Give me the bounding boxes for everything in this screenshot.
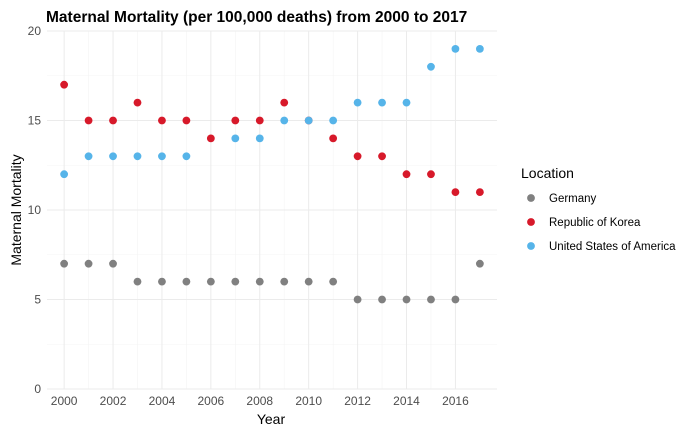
chart-title: Maternal Mortality (per 100,000 deaths) … [46,9,467,26]
legend-marker [527,242,535,250]
plot-grid [47,30,497,390]
data-point [280,98,289,107]
x-tick-label: 2012 [344,394,371,408]
series-united-states-of-america [60,45,484,179]
data-point [451,45,460,53]
data-point [280,277,289,286]
data-point [353,152,362,161]
data-point [451,188,460,197]
data-point [280,116,289,125]
data-point [475,188,484,197]
data-point [84,116,93,125]
data-point [451,295,460,304]
data-point [182,116,191,125]
data-point [133,152,142,161]
data-point [427,170,435,179]
data-points [60,45,484,304]
y-tick-label: 10 [28,203,42,217]
data-point [402,170,411,179]
x-tick-label: 2004 [149,394,176,408]
x-tick-label: 2000 [51,394,78,408]
data-point [182,277,191,286]
legend-marker [527,194,535,202]
data-point [475,45,484,53]
y-tick-label: 20 [28,24,42,38]
y-tick-label: 15 [28,114,42,128]
data-point [158,116,166,125]
x-tick-label: 2002 [100,394,127,408]
data-point [84,259,93,268]
data-point [427,62,435,71]
y-tick-label: 0 [34,382,41,396]
data-point [353,295,362,304]
data-point [133,98,142,107]
axis-ticks: 0 5 10 15 20 2000 2002 2004 2006 2008 2010 2012 2014… [28,24,469,408]
data-point [329,134,338,143]
x-tick-label: 2008 [246,394,273,408]
data-point [231,116,240,125]
legend-marker [527,218,535,226]
data-point [231,134,240,143]
data-point [353,98,362,107]
legend-label: Germany [549,193,597,205]
x-axis-title: Year [257,411,286,427]
data-point [255,116,264,125]
data-point [84,152,93,161]
data-point [109,152,117,161]
x-tick-label: 2010 [295,394,322,408]
data-point [378,295,386,304]
y-tick-label: 5 [34,293,41,307]
data-point [378,152,386,161]
x-tick-label: 2016 [442,394,469,408]
series-germany [60,259,484,304]
data-point [231,277,240,286]
series-republic-of-korea [60,80,484,197]
data-point [182,152,191,161]
data-point [109,259,117,268]
data-point [378,98,386,107]
data-point [304,277,313,286]
x-tick-label: 2014 [393,394,420,408]
data-point [158,277,166,286]
data-point [402,295,411,304]
legend: Location Germany Republic of Korea United … [521,165,676,253]
data-point [475,259,484,268]
x-tick-label: 2006 [198,394,225,408]
data-point [329,277,338,286]
data-point [206,134,215,143]
data-point [158,152,166,161]
data-point [255,134,264,143]
legend-label: United States of America [549,241,676,253]
data-point [329,116,338,125]
data-point [133,277,142,286]
legend-title: Location [521,165,574,181]
data-point [255,277,264,286]
data-point [206,277,215,286]
data-point [60,259,69,268]
data-point [402,98,411,107]
legend-label: Republic of Korea [549,217,641,229]
data-point [109,116,117,125]
y-axis-title: Maternal Mortality [8,154,24,265]
data-point [60,80,69,89]
data-point [427,295,435,304]
data-point [304,116,313,125]
data-point [60,170,69,179]
